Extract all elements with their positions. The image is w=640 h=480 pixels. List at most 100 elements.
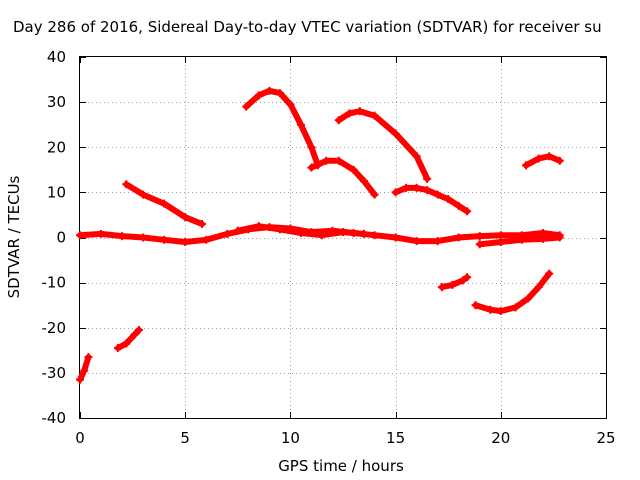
data-point: [139, 233, 148, 242]
y-tick-label: 40: [47, 48, 66, 66]
data-point: [122, 339, 131, 348]
data-point: [130, 330, 139, 339]
data-point: [391, 188, 400, 197]
data-point: [349, 165, 358, 174]
data-point: [76, 375, 84, 384]
y-tick-label: -10: [42, 274, 67, 292]
data-point: [122, 180, 131, 189]
data-point: [458, 276, 467, 285]
data-point: [160, 199, 169, 208]
y-axis-label: SDTVAR / TECUs: [5, 175, 23, 298]
x-tick-label: 15: [386, 429, 405, 447]
data-point: [463, 273, 472, 282]
data-point: [370, 190, 379, 199]
data-point: [496, 238, 505, 247]
y-tick-label: -30: [42, 364, 67, 382]
data-point: [223, 229, 232, 238]
data-point: [545, 152, 554, 161]
x-tick-label: 25: [596, 429, 615, 447]
x-tick-label: 20: [491, 429, 510, 447]
data-point: [355, 107, 364, 116]
data-point: [345, 109, 354, 118]
data-point: [511, 303, 520, 312]
data-point: [496, 231, 505, 240]
data-point: [275, 89, 284, 98]
data-point: [97, 229, 106, 238]
data-point: [534, 283, 543, 292]
data-point: [76, 231, 84, 240]
data-point: [80, 366, 89, 375]
data-point: [202, 235, 211, 244]
data-point: [444, 195, 453, 204]
chart-title: Day 286 of 2016, Sidereal Day-to-day VTE…: [13, 18, 602, 36]
data-point: [360, 229, 369, 238]
data-point: [433, 237, 442, 246]
data-point: [286, 100, 295, 109]
data-point: [475, 240, 484, 249]
data-point: [391, 129, 400, 138]
series-arc-17: [308, 157, 378, 198]
data-point: [463, 207, 472, 216]
data-point: [524, 294, 533, 303]
y-tick-label: -20: [42, 319, 67, 337]
data-point: [433, 190, 442, 199]
data-point: [265, 86, 274, 95]
axis-ticks: 0 5 10 15 20 25 40 30 20 10 0 -10 -20 -30 -40: [42, 48, 616, 447]
data-point: [84, 353, 93, 362]
y-tick-label: 0: [56, 229, 66, 247]
data-point: [423, 174, 432, 183]
series-arc-minus10: [438, 274, 471, 291]
data-point: [118, 232, 127, 241]
data-point: [555, 233, 564, 242]
data-point: [160, 235, 169, 244]
data-point: [317, 231, 326, 240]
series-arc-18: [523, 153, 563, 169]
data-point: [360, 177, 369, 186]
data-point: [486, 305, 495, 314]
y-tick-label: 20: [47, 138, 66, 156]
data-point: [437, 283, 446, 292]
data-point: [555, 156, 564, 165]
data-point: [334, 116, 343, 125]
data-point: [496, 307, 505, 316]
data-point: [254, 222, 263, 231]
x-tick-label: 0: [75, 429, 85, 447]
data-point: [139, 190, 148, 199]
y-tick-label: 10: [47, 183, 66, 201]
series-arc-minus16: [472, 270, 553, 315]
data-point: [391, 233, 400, 242]
data-point: [198, 219, 207, 228]
data-point: [412, 237, 421, 246]
data-point: [412, 183, 421, 192]
data-point: [233, 226, 242, 235]
data-point: [534, 154, 543, 163]
data-point: [412, 152, 421, 161]
data-point: [113, 344, 122, 353]
data-point: [322, 156, 331, 165]
data-point: [307, 143, 316, 152]
data-point: [538, 234, 547, 243]
series-arc-minus24: [114, 327, 142, 352]
data-point: [517, 235, 526, 244]
x-tick-label: 10: [281, 429, 300, 447]
data-point: [423, 186, 432, 195]
data-point: [134, 326, 143, 335]
data-point: [454, 233, 463, 242]
x-tick-label: 5: [180, 429, 190, 447]
data-point: [370, 231, 379, 240]
data-point: [334, 156, 343, 165]
data-point: [522, 161, 531, 170]
data-point: [475, 232, 484, 241]
data-point: [402, 183, 411, 192]
y-tick-label: 30: [47, 93, 66, 111]
x-axis-label: GPS time / hours: [278, 457, 404, 475]
y-tick-label: -40: [42, 409, 67, 427]
series-arc-31: [243, 87, 321, 169]
data-point: [242, 102, 251, 111]
data-point: [370, 111, 379, 120]
data-point: [254, 91, 263, 100]
data-point: [296, 120, 305, 129]
data-point: [448, 280, 457, 289]
data-point: [275, 225, 284, 234]
